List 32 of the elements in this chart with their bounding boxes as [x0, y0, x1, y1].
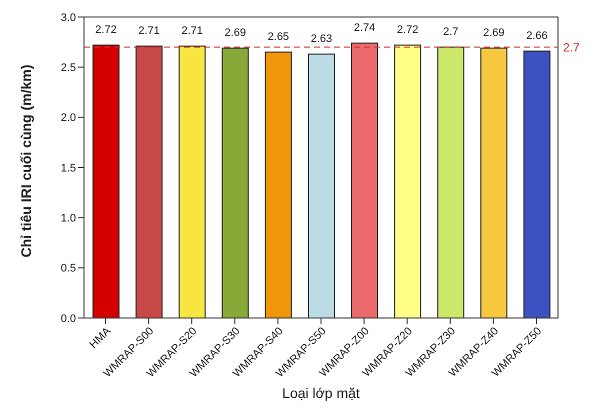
bar	[92, 44, 120, 318]
bar	[222, 48, 249, 318]
y-axis-title: Chỉ tiêu IRI cuối cùng (m/km)	[18, 64, 34, 258]
y-tick-label: 0.0	[60, 312, 76, 325]
data-label: 2.71	[138, 25, 160, 38]
data-label: 2.71	[181, 25, 203, 38]
bar	[394, 44, 422, 318]
bar	[351, 42, 378, 318]
data-label: 2.63	[310, 33, 332, 46]
bar	[523, 50, 550, 318]
y-tick-label: 3.0	[60, 12, 76, 24]
bar	[264, 52, 292, 318]
bar	[178, 46, 206, 318]
bar	[136, 46, 163, 318]
x-axis-title: Loại lớp mặt	[282, 385, 360, 401]
data-label: 2.72	[396, 24, 418, 36]
bar	[308, 54, 335, 318]
bar	[437, 46, 464, 318]
data-label: 2.74	[354, 22, 376, 34]
bar	[480, 48, 508, 318]
y-tick-label: 2.0	[60, 112, 76, 124]
ref-line-label: 2.7	[563, 40, 580, 54]
y-tick-label: 0.5	[60, 262, 76, 275]
data-label: 2.69	[483, 27, 505, 40]
data-label: 2.66	[526, 30, 548, 42]
y-tick-label: 1.5	[60, 162, 76, 174]
data-label: 2.69	[224, 27, 246, 40]
data-label: 2.7	[443, 26, 458, 38]
y-tick-label: 1.0	[60, 212, 76, 225]
y-tick-label: 2.5	[60, 62, 76, 74]
data-label: 2.65	[268, 31, 290, 44]
data-label: 2.72	[95, 24, 117, 36]
